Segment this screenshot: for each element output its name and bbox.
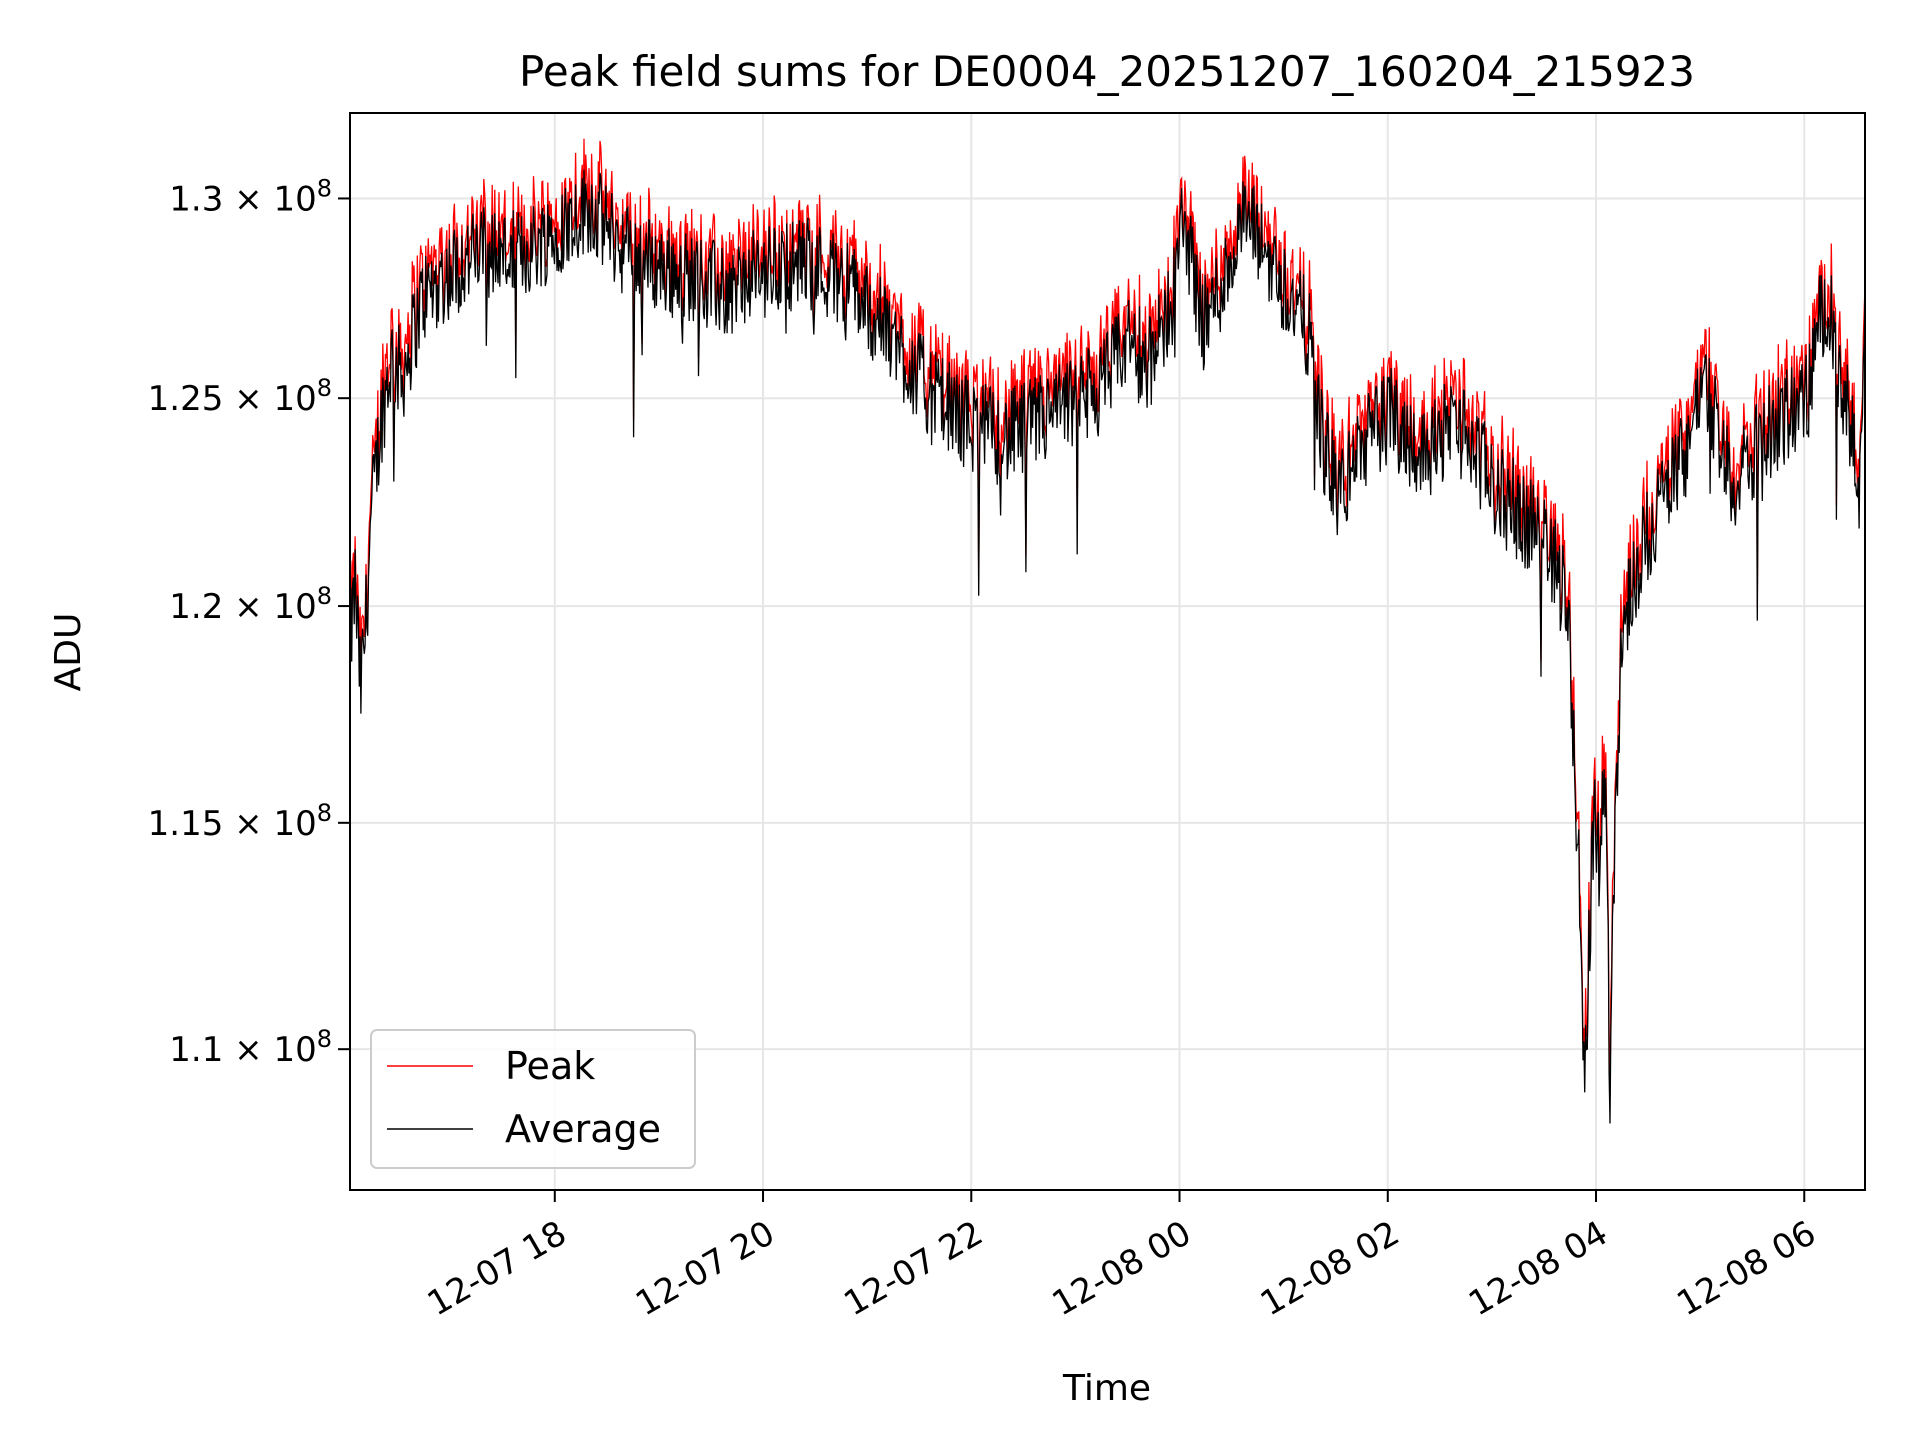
legend: Peak Average xyxy=(370,1029,696,1169)
plot-area xyxy=(349,138,1866,1124)
y-tick-label-3: 1.25 × 108 xyxy=(148,374,332,419)
series-line-peak xyxy=(349,138,1866,1098)
x-axis-label: Time xyxy=(1062,1368,1151,1409)
chart-title: Peak field sums for DE0004_20251207_1602… xyxy=(519,47,1695,96)
x-tick-label-4: 12-08 02 xyxy=(1254,1213,1406,1324)
plot-frame xyxy=(349,112,1866,1191)
y-axis: 1.1 × 108 1.15 × 108 1.2 × 108 1.25 × 108 1.… xyxy=(148,174,350,1070)
legend-label-peak: Peak xyxy=(505,1044,595,1088)
x-tick-label-2: 12-07 22 xyxy=(837,1213,989,1324)
x-tick-label-6: 12-08 06 xyxy=(1670,1213,1822,1324)
legend-label-average: Average xyxy=(505,1107,661,1151)
y-tick-label-0: 1.1 × 108 xyxy=(169,1025,332,1070)
y-axis-label: ADU xyxy=(48,613,89,692)
y-tick-label-2: 1.2 × 108 xyxy=(169,582,332,627)
y-tick-label-1: 1.15 × 108 xyxy=(148,799,332,844)
series-line-average xyxy=(349,169,1866,1124)
x-tick-label-5: 12-08 04 xyxy=(1462,1213,1614,1324)
x-tick-label-0: 12-07 18 xyxy=(421,1213,573,1324)
grid xyxy=(350,113,1865,1190)
x-axis: 12-07 18 12-07 20 12-07 22 12-08 00 12-08 02… xyxy=(421,1190,1823,1324)
legend-box xyxy=(370,1029,696,1169)
x-tick-label-3: 12-08 00 xyxy=(1046,1213,1198,1324)
y-tick-label-4: 1.3 × 108 xyxy=(169,174,332,219)
x-tick-label-1: 12-07 20 xyxy=(629,1213,781,1324)
